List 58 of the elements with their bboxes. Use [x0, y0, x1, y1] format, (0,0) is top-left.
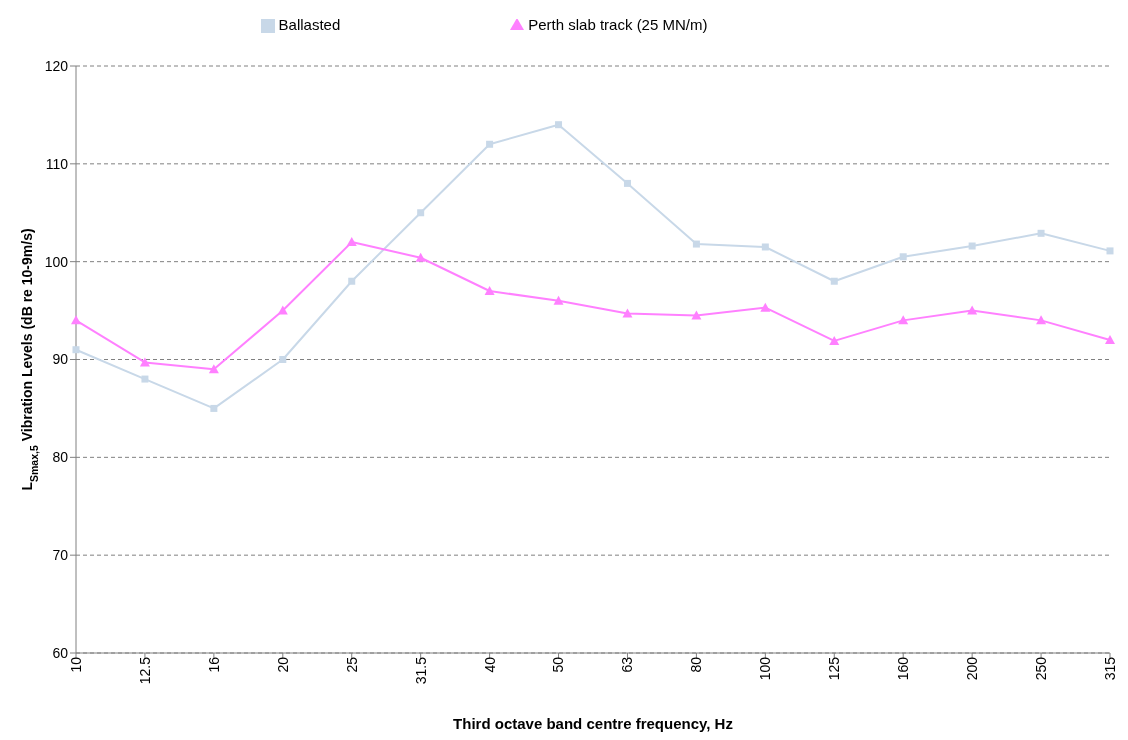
- point: [71, 315, 81, 325]
- y-tick-label: 110: [45, 155, 69, 172]
- x-tick-label: 16: [205, 656, 222, 673]
- point: [348, 277, 356, 285]
- point: [760, 302, 771, 312]
- x-tick-label: 100: [757, 656, 774, 681]
- x-tick-label: 200: [964, 656, 981, 681]
- x-tick-label: 12.5: [136, 656, 153, 685]
- point: [555, 121, 563, 129]
- y-tick-label: 70: [52, 547, 69, 564]
- x-tick-label: 250: [1033, 656, 1050, 681]
- point: [1037, 229, 1045, 237]
- point: [417, 209, 425, 217]
- point: [968, 242, 976, 250]
- point: [622, 308, 633, 318]
- x-tick-label: 31.5: [412, 656, 429, 685]
- point: [139, 357, 150, 367]
- point: [72, 346, 80, 354]
- x-tick-label: 63: [619, 656, 636, 673]
- x-tick-label: 80: [688, 656, 705, 673]
- point: [899, 253, 907, 261]
- y-tick-label: 120: [44, 57, 69, 74]
- point: [1106, 247, 1114, 255]
- point: [208, 364, 219, 374]
- point: [830, 277, 838, 285]
- x-tick-label: 10: [67, 656, 84, 673]
- point: [277, 305, 288, 315]
- x-tick-label: 50: [550, 656, 567, 673]
- y-tick-label: 100: [44, 253, 69, 270]
- y-tick-label: 90: [52, 351, 69, 368]
- x-tick-label: 315: [1101, 656, 1118, 681]
- point: [967, 305, 978, 315]
- x-tick-label: 25: [343, 656, 360, 673]
- point: [829, 335, 840, 345]
- point: [141, 375, 149, 383]
- point: [691, 310, 702, 320]
- point: [898, 315, 909, 325]
- point: [279, 356, 287, 363]
- point: [484, 286, 495, 296]
- point: [692, 240, 700, 248]
- point: [415, 252, 426, 262]
- point: [486, 140, 494, 148]
- point: [1036, 315, 1047, 325]
- point: [210, 404, 218, 412]
- y-tick-label: 60: [52, 644, 69, 661]
- x-tick-label: 40: [481, 656, 498, 673]
- legend-label: Perth slab track (25 MN/m): [528, 16, 708, 33]
- legend-label: Ballasted: [278, 16, 341, 33]
- x-axis-title: Third octave band centre frequency, Hz: [453, 715, 733, 732]
- point: [761, 243, 769, 251]
- point: [346, 237, 357, 247]
- x-tick-label: 160: [895, 656, 912, 681]
- y-tick-label: 80: [52, 449, 69, 466]
- point: [623, 179, 631, 187]
- x-tick-label: 125: [826, 656, 843, 681]
- point: [553, 295, 564, 305]
- point: [1105, 334, 1115, 344]
- x-tick-label: 20: [274, 656, 291, 673]
